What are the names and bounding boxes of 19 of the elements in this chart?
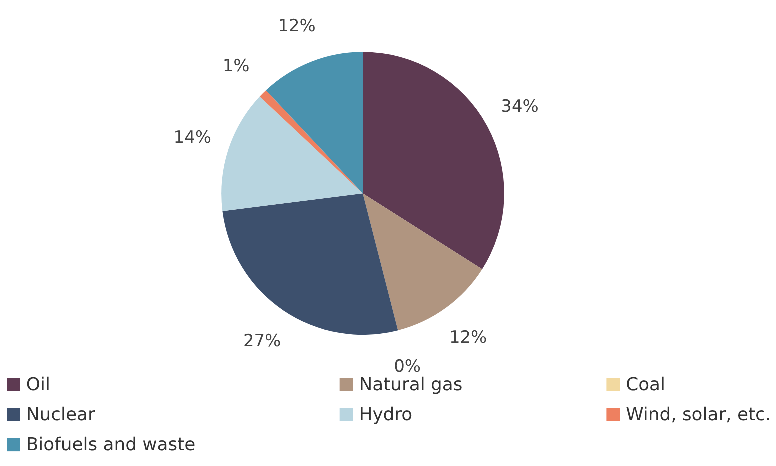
text: 0% bbox=[394, 356, 422, 377]
legend-label: Natural gas bbox=[359, 374, 463, 396]
pie-slice bbox=[222, 194, 398, 336]
legend-label: Coal bbox=[626, 374, 666, 396]
data-label: 14% bbox=[174, 128, 212, 148]
pie-slice bbox=[266, 52, 364, 194]
data-label: 12% bbox=[449, 328, 488, 348]
data-label: 12% bbox=[278, 16, 316, 37]
legend-label: Hydro bbox=[359, 404, 413, 426]
data-label: 27% bbox=[243, 331, 282, 352]
pie-slice bbox=[260, 90, 364, 194]
legend-label: Oil bbox=[26, 374, 50, 396]
legend-label: Wind, solar, etc. bbox=[626, 404, 772, 426]
pie-slice bbox=[363, 194, 482, 331]
legend-label: Biofuels and waste bbox=[26, 434, 196, 456]
legend-label: Nuclear bbox=[26, 404, 96, 426]
data-label: 34% bbox=[501, 97, 539, 118]
pie-slice bbox=[222, 96, 364, 212]
data-label: 1% bbox=[222, 56, 250, 77]
